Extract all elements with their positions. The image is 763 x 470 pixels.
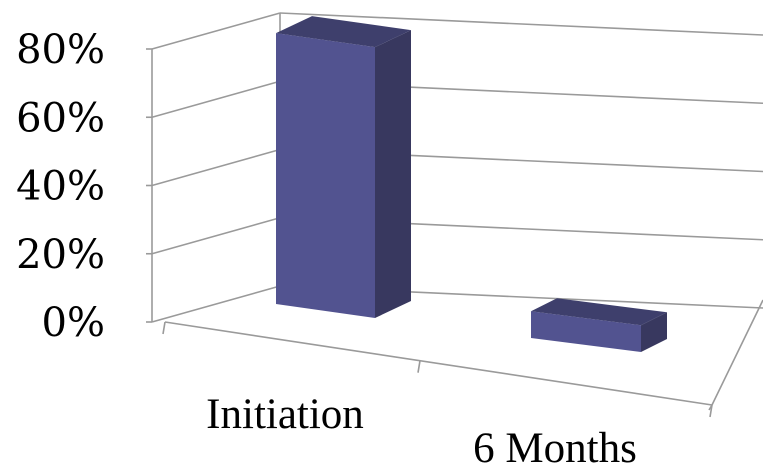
ytick-label-0: 0% (42, 300, 105, 346)
ytick-label-2: 40% (16, 164, 105, 210)
bar-0-side (375, 30, 411, 319)
bar-0-top (276, 16, 411, 48)
gridline-left-0 (151, 285, 281, 323)
bar-1-front (531, 311, 641, 352)
ytick-label-3: 60% (16, 95, 105, 141)
bar-1-side (641, 312, 667, 352)
floor-front-edge (164, 321, 713, 406)
ytick-label-1: 20% (16, 232, 105, 278)
category-label-1: 6 Months (473, 425, 637, 470)
gridline-left-3 (151, 80, 281, 119)
xtick-mark-1 (417, 360, 421, 373)
category-label-0: Initiation (206, 391, 364, 438)
gridline-back-4 (279, 12, 763, 36)
gridline-left-4 (151, 12, 281, 50)
bar-0-front (276, 33, 375, 318)
ytick-label-4: 80% (16, 27, 105, 73)
floor-right-edge (711, 299, 763, 406)
bar-1-top (531, 298, 667, 326)
xtick-mark-0 (162, 321, 166, 335)
gridline-left-2 (151, 148, 281, 187)
gridline-left-1 (151, 216, 281, 255)
xtick-mark-2 (709, 404, 713, 418)
